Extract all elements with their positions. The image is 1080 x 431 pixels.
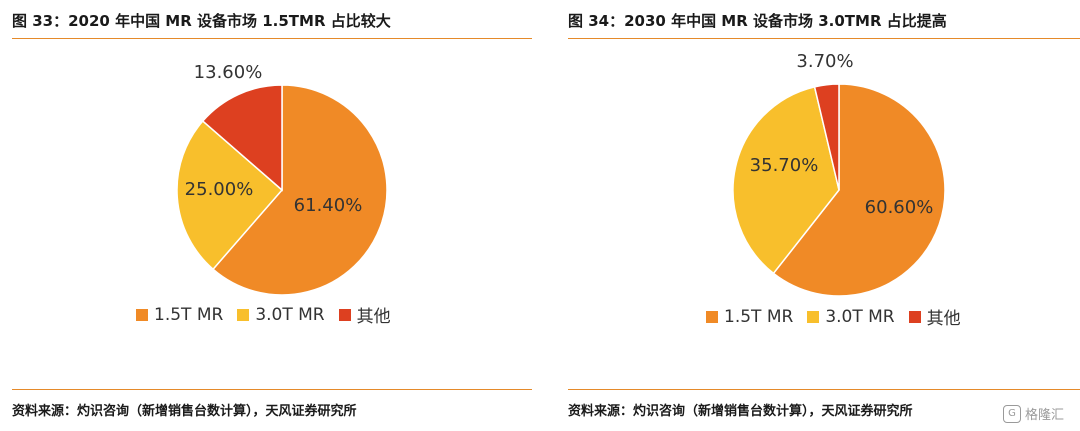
legend-2020: 1.5T MR 3.0T MR 其他: [136, 302, 391, 327]
data-label-1: 61.40%: [294, 195, 363, 216]
source-note-2030: 资料来源：灼识咨询（新增销售台数计算），天风证券研究所: [568, 404, 913, 419]
data-label-3: 13.60%: [194, 62, 263, 83]
pie-slice-2: [176, 119, 284, 271]
data-label-3: 3.70%: [796, 51, 853, 72]
legend-label-2: 3.0T MR: [255, 304, 325, 325]
legend-swatch-2: [237, 308, 250, 321]
legend-item-3: 其他: [338, 302, 391, 327]
data-label-1: 60.60%: [865, 197, 934, 218]
legend-label-3: 其他: [926, 309, 961, 329]
legend-swatch-3: [908, 310, 921, 323]
legend-item-1: 1.5T MR: [136, 305, 223, 325]
watermark-text: 格隆汇: [1024, 408, 1064, 423]
pie-slice-1: [772, 83, 946, 297]
chart-title-2030: 图 34：2030 年中国 MR 设备市场 3.0TMR 占比提高: [568, 12, 947, 30]
data-label-2: 25.00%: [185, 179, 254, 200]
pie-slice-1: [211, 84, 388, 296]
pie-slice-3: [813, 83, 840, 191]
legend-label-1: 1.5T MR: [154, 304, 224, 325]
gelonghui-logo-icon: G: [1002, 404, 1021, 423]
legend-item-2: 3.0T MR: [807, 306, 895, 327]
legend-item-2: 3.0T MR: [237, 304, 325, 325]
pie-chart-2030: 60.60% 35.70% 3.70%: [732, 51, 946, 297]
pie-slice-2: [732, 85, 840, 275]
pie-slice-3: [201, 84, 283, 192]
source-divider: [12, 389, 532, 390]
title-divider: [12, 38, 532, 39]
legend-item-1: 1.5T MR: [706, 307, 793, 327]
chart-title-2020: 图 33：2020 年中国 MR 设备市场 1.5TMR 占比较大: [12, 12, 391, 30]
legend-label-1: 1.5T MR: [724, 306, 794, 327]
legend-swatch-1: [136, 308, 148, 321]
chart-panel-2020: 图 33：2020 年中国 MR 设备市场 1.5TMR 占比较大 61.40%…: [12, 0, 537, 431]
legend-label-2: 3.0T MR: [825, 306, 895, 327]
source-note-2020: 资料来源：灼识咨询（新增销售台数计算），天风证券研究所: [12, 404, 357, 419]
source-divider: [568, 389, 1080, 390]
chart-panel-2030: 图 34：2030 年中国 MR 设备市场 3.0TMR 占比提高 60.60%…: [568, 0, 1080, 431]
data-label-2: 35.70%: [750, 155, 819, 176]
legend-label-3: 其他: [356, 307, 391, 327]
legend-swatch-1: [706, 310, 718, 323]
legend-swatch-3: [338, 308, 351, 321]
pie-chart-2020: 61.40% 25.00% 13.60%: [176, 62, 388, 296]
legend-2030: 1.5T MR 3.0T MR 其他: [706, 304, 961, 329]
legend-swatch-2: [807, 310, 820, 323]
watermark: G 格隆汇: [1002, 404, 1064, 423]
legend-item-3: 其他: [908, 304, 961, 329]
title-divider: [568, 38, 1080, 39]
